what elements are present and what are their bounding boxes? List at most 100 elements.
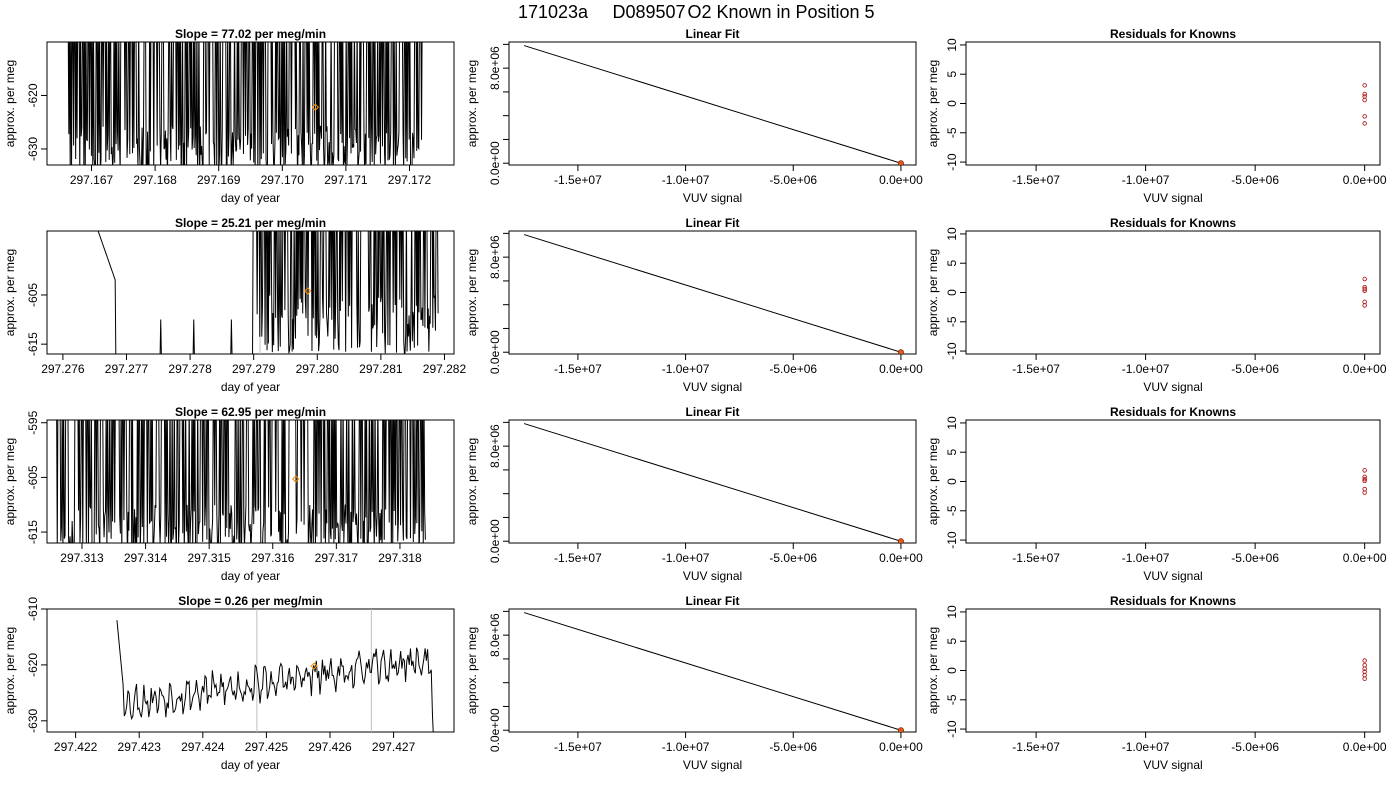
y-tick-label: -5 bbox=[945, 127, 959, 138]
figure-run-id: 171023a bbox=[518, 2, 589, 22]
x-tick-label: -1.0e+07 bbox=[1122, 740, 1170, 754]
residual-point bbox=[1362, 97, 1367, 103]
y-tick-label: -615 bbox=[26, 520, 40, 544]
plot-frame bbox=[508, 230, 917, 355]
y-tick-label: -10 bbox=[945, 153, 959, 171]
x-axis: -1.5e+07 -1.0e+07 -5.0e+06 0.0e+00 bbox=[554, 543, 923, 565]
panel-title: Residuals for Knowns bbox=[1110, 27, 1236, 41]
x-tick-label: 297.171 bbox=[324, 173, 368, 187]
x-tick-label: 297.277 bbox=[105, 362, 149, 376]
y-tick-label: 10 bbox=[945, 605, 959, 619]
x-tick-label: -1.5e+07 bbox=[1012, 362, 1060, 376]
fit-line bbox=[523, 423, 902, 542]
panel-resid-row-3: Residuals for Knowns -1.5e+07 -1.0e+07 -5.0… bbox=[926, 405, 1387, 583]
x-tick-label: 297.317 bbox=[315, 551, 359, 565]
x-axis-label: day of year bbox=[221, 191, 280, 205]
y-axis-label: approx. per meg bbox=[3, 627, 17, 714]
y-tick-label: -605 bbox=[26, 465, 40, 489]
x-tick-label: -5.0e+06 bbox=[1231, 362, 1279, 376]
y-tick-label: 0.0e+00 bbox=[488, 708, 502, 752]
x-tick-label: -1.0e+07 bbox=[662, 551, 710, 565]
y-tick-label: 10 bbox=[945, 38, 959, 52]
x-tick-label: -1.5e+07 bbox=[1012, 551, 1060, 565]
x-tick-label: 297.170 bbox=[261, 173, 305, 187]
figure-title: 171023a D089507 O2 Known in Position 5 bbox=[518, 2, 875, 22]
x-axis: 297.313 297.314 297.315 297.316 297.317 297.3… bbox=[60, 543, 422, 565]
y-tick-label: 0 bbox=[945, 478, 959, 485]
y-tick-label: -610 bbox=[26, 597, 40, 621]
y-tick-label: -10 bbox=[945, 720, 959, 738]
y-axis: -10 -5 0 5 10 bbox=[945, 38, 966, 171]
x-tick-label: -5.0e+06 bbox=[769, 551, 817, 565]
residual-point bbox=[1362, 91, 1367, 97]
y-tick-label: -615 bbox=[26, 332, 40, 356]
y-axis-label: approx. per meg bbox=[465, 249, 479, 336]
y-tick-label: 10 bbox=[945, 227, 959, 241]
y-axis: 0.0e+00 8.0e+06 bbox=[488, 421, 509, 563]
y-axis: -615 -605 -595 bbox=[26, 410, 47, 544]
panel-title: Linear Fit bbox=[685, 27, 739, 41]
x-axis-label: VUV signal bbox=[1143, 191, 1202, 205]
y-tick-label: -620 bbox=[26, 653, 40, 677]
residual-point bbox=[1362, 299, 1367, 305]
fit-point bbox=[897, 727, 904, 732]
x-tick-label: 297.313 bbox=[60, 551, 104, 565]
plot-area bbox=[67, 42, 423, 165]
y-tick-label: -630 bbox=[26, 137, 40, 161]
x-tick-label: 297.423 bbox=[118, 740, 162, 754]
panel-fit-row-3: Linear Fit -1.5e+07 -1.0e+07 -5.0e+06 0.0e+0… bbox=[465, 405, 923, 583]
x-tick-label: -1.0e+07 bbox=[1122, 551, 1170, 565]
marker-point bbox=[310, 662, 318, 670]
y-tick-label: 0 bbox=[945, 289, 959, 296]
x-tick-label: 297.168 bbox=[133, 173, 177, 187]
plot-area bbox=[1362, 468, 1367, 495]
y-axis: 0.0e+00 8.0e+06 bbox=[488, 610, 509, 752]
x-tick-label: 0.0e+00 bbox=[879, 740, 923, 754]
residual-point bbox=[1362, 288, 1367, 293]
x-tick-label: 297.280 bbox=[296, 362, 340, 376]
x-tick-label: 297.426 bbox=[308, 740, 352, 754]
y-tick-label: 8.0e+06 bbox=[488, 613, 502, 657]
panel-resid-row-2: Residuals for Knowns -1.5e+07 -1.0e+07 -5.0… bbox=[926, 216, 1387, 394]
plot-area bbox=[1362, 83, 1367, 126]
residual-point bbox=[1362, 662, 1367, 668]
x-tick-label: -1.0e+07 bbox=[662, 173, 710, 187]
panel-title: Residuals for Knowns bbox=[1110, 216, 1236, 230]
x-tick-label: 297.282 bbox=[423, 362, 467, 376]
x-axis-label: day of year bbox=[221, 758, 280, 772]
residual-point bbox=[1362, 276, 1367, 282]
x-tick-label: 297.276 bbox=[41, 362, 85, 376]
y-tick-label: 8.0e+06 bbox=[488, 235, 502, 279]
x-axis-label: day of year bbox=[221, 380, 280, 394]
y-axis-label: approx. per meg bbox=[926, 60, 940, 147]
y-tick-label: -10 bbox=[945, 342, 959, 360]
residual-point bbox=[1362, 490, 1367, 495]
x-tick-label: -5.0e+06 bbox=[1231, 740, 1279, 754]
y-tick-label: 0.0e+00 bbox=[488, 519, 502, 563]
y-axis-label: approx. per meg bbox=[3, 249, 17, 336]
marker-point bbox=[311, 103, 320, 111]
fit-line bbox=[523, 612, 902, 731]
y-tick-label: 0 bbox=[945, 667, 959, 674]
x-axis-label: day of year bbox=[221, 569, 280, 583]
residual-point bbox=[1362, 672, 1367, 678]
plot-frame bbox=[46, 41, 455, 166]
x-tick-label: -1.5e+07 bbox=[554, 551, 602, 565]
x-tick-label: 0.0e+00 bbox=[1343, 740, 1387, 754]
y-axis-label: approx. per meg bbox=[926, 249, 940, 336]
x-axis-label: VUV signal bbox=[683, 758, 742, 772]
y-tick-label: 5 bbox=[945, 638, 959, 645]
residual-point bbox=[1362, 476, 1367, 482]
series-line bbox=[67, 42, 423, 165]
residual-point bbox=[1362, 486, 1367, 492]
x-tick-label: -1.0e+07 bbox=[662, 362, 710, 376]
plot-frame bbox=[965, 419, 1381, 544]
x-tick-label: -1.5e+07 bbox=[554, 740, 602, 754]
plot-area bbox=[97, 231, 439, 354]
plot-frame bbox=[965, 41, 1381, 166]
fit-point bbox=[897, 349, 904, 354]
x-tick-label: 0.0e+00 bbox=[1343, 551, 1387, 565]
